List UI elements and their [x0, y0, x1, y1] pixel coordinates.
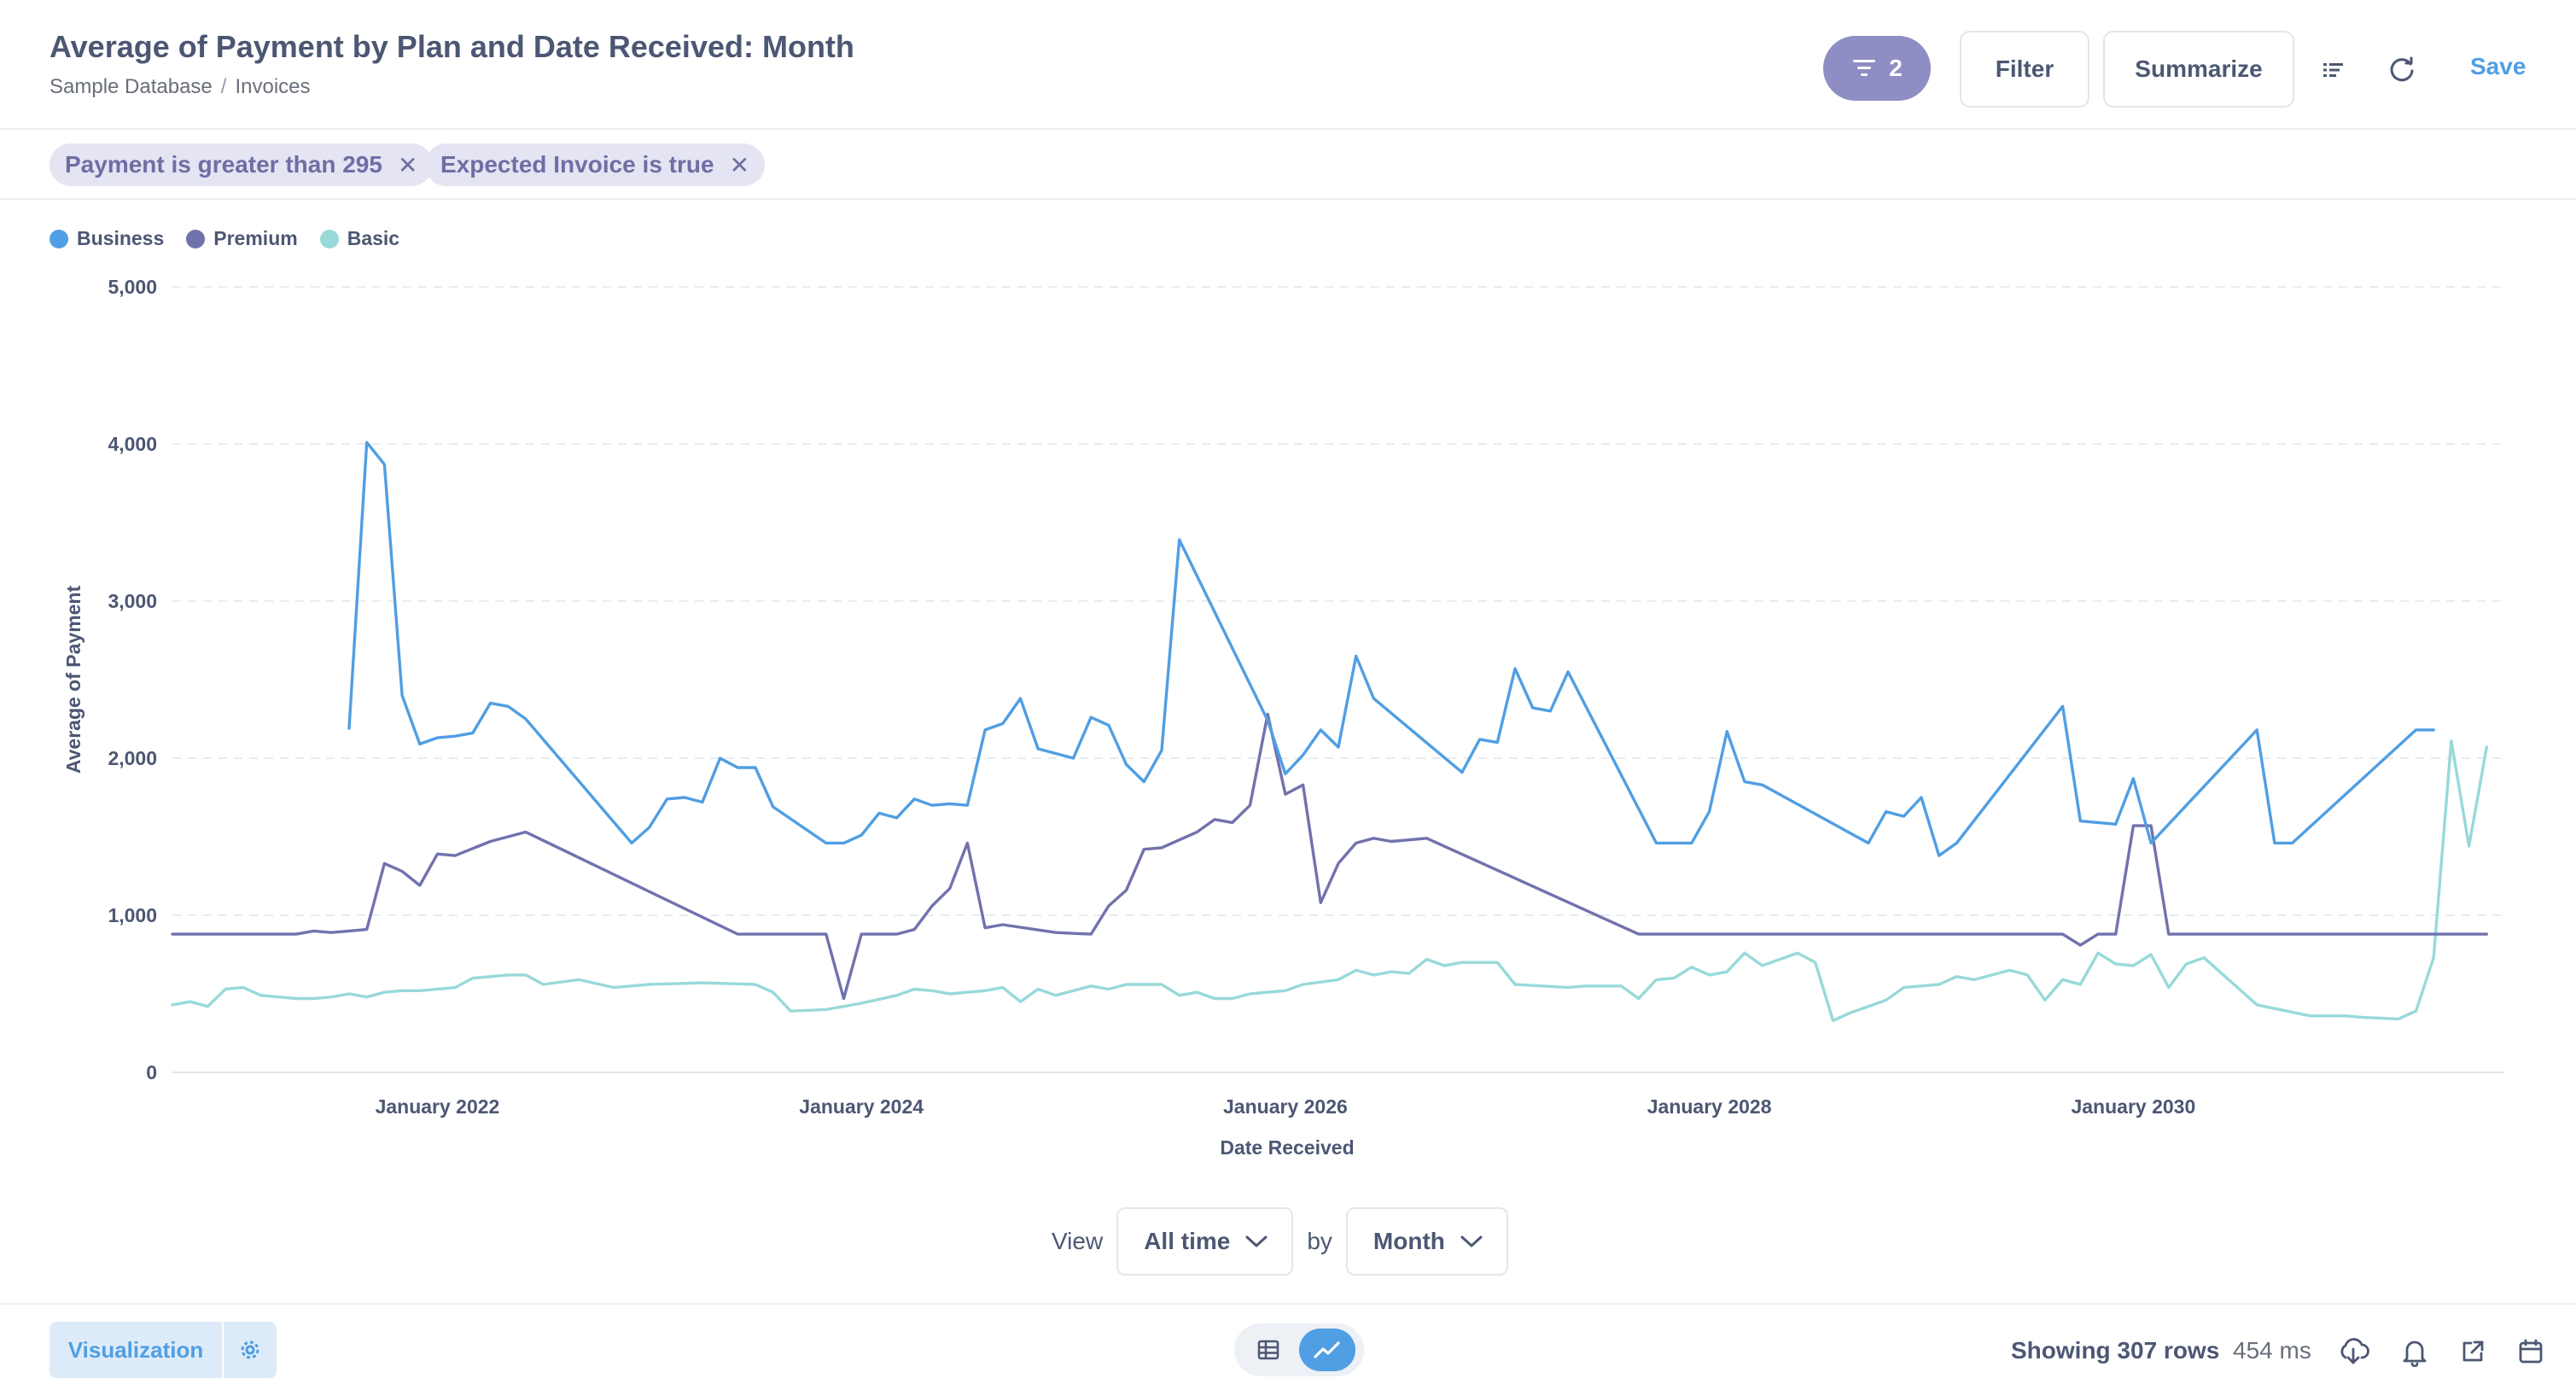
query-header: Average of Payment by Plan and Date Rece…	[0, 0, 2576, 130]
x-tick-label: January 2030	[2071, 1095, 2195, 1118]
x-tick-label: January 2022	[376, 1095, 500, 1118]
list-icon[interactable]	[2317, 53, 2351, 87]
view-label: View	[1052, 1228, 1104, 1254]
legend-label: Business	[77, 227, 165, 249]
close-icon[interactable]: ✕	[729, 151, 750, 178]
gear-icon[interactable]	[224, 1322, 277, 1378]
legend-dot	[50, 229, 68, 248]
series-line-premium	[171, 712, 2488, 1001]
breadcrumb-table[interactable]: Invoices	[235, 75, 311, 98]
legend-item-basic[interactable]: Basic	[319, 227, 400, 250]
y-tick-label: 2,000	[108, 747, 157, 769]
legend-label: Basic	[347, 227, 400, 249]
bell-icon[interactable]	[2398, 1335, 2431, 1368]
time-range-dropdown[interactable]: All time	[1116, 1207, 1294, 1276]
table-icon[interactable]	[1246, 1332, 1291, 1368]
legend-item-business[interactable]: Business	[50, 227, 164, 250]
time-range-value: All time	[1144, 1228, 1231, 1254]
granularity-dropdown[interactable]: Month	[1345, 1207, 1508, 1276]
row-count: Showing 307 rows	[2011, 1337, 2220, 1364]
filter-pill-expected-invoice[interactable]: Expected Invoice is true ✕	[425, 143, 766, 186]
granularity-value: Month	[1373, 1228, 1445, 1254]
page-title: Average of Payment by Plan and Date Rece…	[50, 29, 854, 64]
filter-count: 2	[1889, 55, 1903, 81]
series-line-basic	[171, 739, 2488, 1022]
visualization-button[interactable]: Visualization	[50, 1322, 222, 1378]
view-controls: View All time by Month	[1052, 1207, 1508, 1276]
legend-dot	[186, 229, 206, 248]
legend-item-premium[interactable]: Premium	[186, 227, 298, 250]
chevron-down-icon	[1460, 1235, 1483, 1247]
breadcrumb: Sample Database / Invoices	[50, 75, 311, 99]
y-tick-label: 1,000	[108, 904, 157, 926]
x-tick-label: January 2028	[1647, 1095, 1772, 1118]
by-label: by	[1307, 1228, 1332, 1254]
filter-pill-label: Payment is greater than 295	[65, 151, 382, 178]
y-tick-label: 4,000	[108, 433, 157, 455]
x-tick-label: January 2026	[1223, 1095, 1348, 1118]
filter-icon	[1853, 60, 1876, 76]
series-line-business	[347, 441, 2435, 857]
x-axis-title: Date Received	[1220, 1136, 1354, 1159]
download-icon[interactable]	[2337, 1335, 2369, 1368]
legend-label: Premium	[213, 227, 298, 249]
line-chart: 0 1,000 2,000 3,000 4,000 5,000 January 2022 Ja…	[62, 276, 2504, 1159]
refresh-icon[interactable]	[2385, 53, 2419, 87]
chevron-down-icon	[1245, 1235, 1268, 1247]
y-axis-title: Average of Payment	[62, 586, 85, 774]
breadcrumb-separator: /	[220, 75, 227, 98]
external-link-icon[interactable]	[2457, 1335, 2489, 1368]
chart-legend: Business Premium Basic	[50, 227, 399, 250]
filter-pill-payment[interactable]: Payment is greater than 295 ✕	[50, 143, 434, 186]
breadcrumb-database[interactable]: Sample Database	[50, 75, 213, 98]
filter-pill-bar: Payment is greater than 295 ✕ Expected I…	[0, 130, 2576, 200]
filter-button[interactable]: Filter	[1960, 31, 2089, 108]
filter-count-badge[interactable]: 2	[1823, 36, 1931, 101]
line-chart-icon[interactable]	[1299, 1329, 1355, 1371]
y-tick-label: 0	[146, 1061, 157, 1083]
footer-bar: Visualization Showing 307 rows 454 ms	[0, 1303, 2576, 1390]
display-toggle	[1234, 1323, 1364, 1376]
close-icon[interactable]: ✕	[397, 151, 418, 178]
filter-pill-label: Expected Invoice is true	[440, 151, 714, 178]
summarize-button[interactable]: Summarize	[2103, 31, 2294, 108]
y-tick-label: 3,000	[108, 590, 157, 612]
calendar-icon[interactable]	[2515, 1335, 2547, 1368]
legend-dot	[319, 229, 339, 248]
x-tick-label: January 2024	[799, 1095, 924, 1118]
y-tick-label: 5,000	[108, 276, 157, 298]
save-button[interactable]: Save	[2470, 53, 2526, 79]
query-duration: 454 ms	[2233, 1337, 2311, 1364]
